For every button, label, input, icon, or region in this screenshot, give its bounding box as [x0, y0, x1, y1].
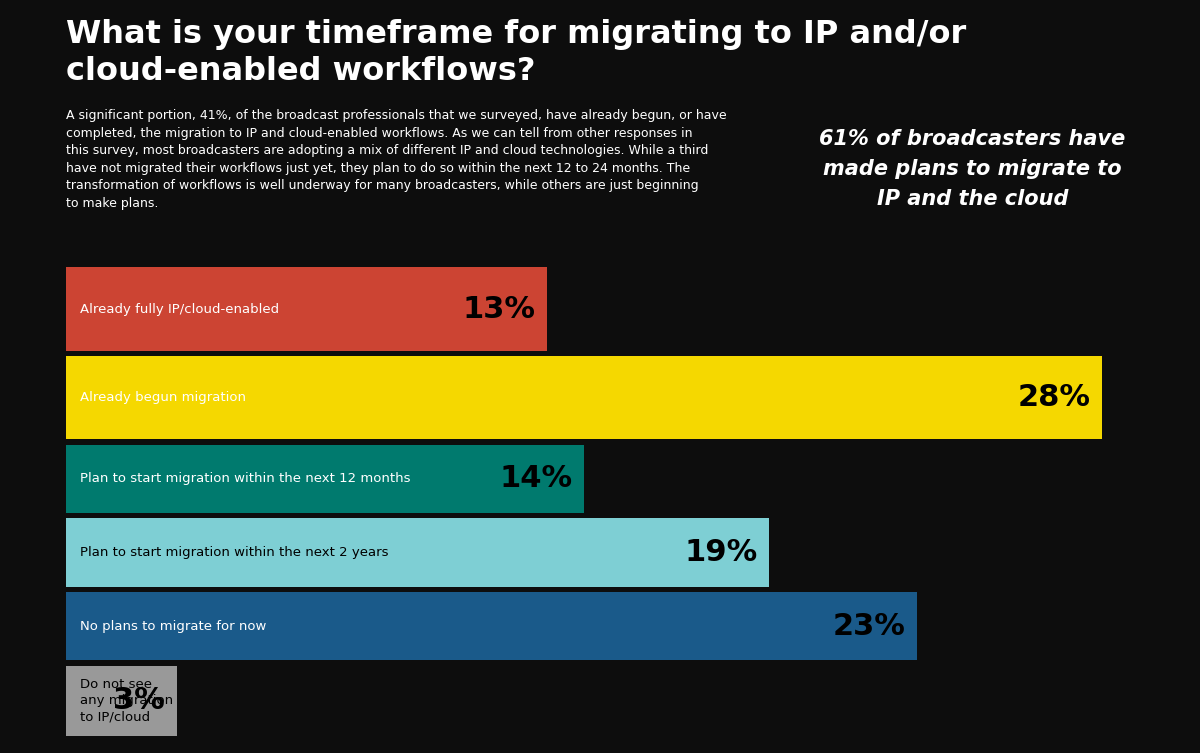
Text: Already begun migration: Already begun migration [80, 391, 246, 404]
Text: 3%: 3% [113, 687, 166, 715]
Text: No plans to migrate for now: No plans to migrate for now [80, 620, 266, 633]
Text: 14%: 14% [499, 465, 572, 493]
Text: A significant portion, 41%, of the broadcast professionals that we surveyed, hav: A significant portion, 41%, of the broad… [66, 109, 727, 209]
Text: 28%: 28% [1018, 383, 1091, 412]
Text: Do not see
any migration
to IP/cloud: Do not see any migration to IP/cloud [80, 678, 174, 724]
Text: 19%: 19% [684, 538, 757, 567]
Text: 61% of broadcasters have
made plans to migrate to
IP and the cloud: 61% of broadcasters have made plans to m… [820, 130, 1126, 209]
Text: Plan to start migration within the next 2 years: Plan to start migration within the next … [80, 546, 389, 559]
Text: Plan to start migration within the next 12 months: Plan to start migration within the next … [80, 472, 410, 486]
Text: cloud-enabled workflows?: cloud-enabled workflows? [66, 56, 535, 87]
Text: 13%: 13% [462, 294, 535, 324]
Text: 23%: 23% [833, 611, 905, 641]
Text: What is your timeframe for migrating to IP and/or: What is your timeframe for migrating to … [66, 19, 966, 50]
Text: Already fully IP/cloud-enabled: Already fully IP/cloud-enabled [80, 303, 280, 316]
